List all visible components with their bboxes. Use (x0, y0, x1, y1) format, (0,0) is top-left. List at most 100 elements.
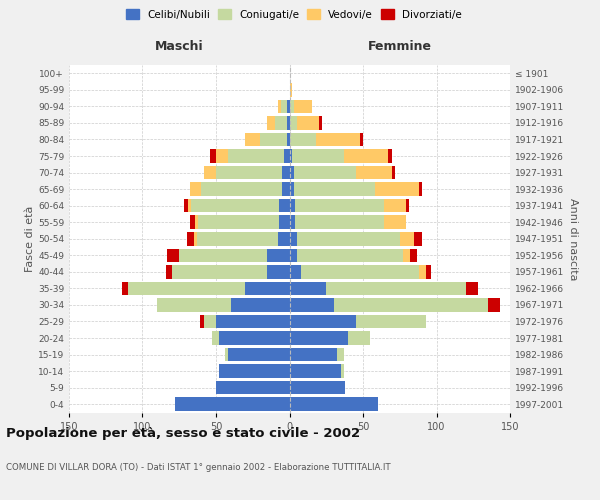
Bar (228, 149, 284, 163)
Bar (281, 100, 287, 113)
Bar (216, 149, 228, 163)
Bar (228, 348, 290, 362)
Bar (290, 348, 337, 362)
Bar (348, 332, 370, 345)
Bar (403, 248, 410, 262)
Bar (488, 298, 500, 312)
Y-axis label: Anni di nascita: Anni di nascita (568, 198, 578, 280)
Bar (279, 216, 290, 229)
Bar (197, 232, 278, 245)
Bar (245, 132, 260, 146)
Bar (216, 166, 282, 179)
Bar (191, 199, 279, 212)
Bar (290, 314, 356, 328)
Bar (287, 116, 290, 130)
Bar (290, 166, 294, 179)
Bar (190, 216, 196, 229)
Bar (419, 265, 426, 278)
Bar (260, 132, 287, 146)
Bar (426, 265, 431, 278)
Bar (294, 182, 375, 196)
Bar (375, 182, 419, 196)
Bar (290, 83, 292, 96)
Bar (245, 282, 290, 295)
Bar (341, 364, 344, 378)
Bar (219, 332, 290, 345)
Bar (295, 216, 383, 229)
Bar (290, 381, 346, 394)
Bar (282, 166, 290, 179)
Bar (190, 182, 202, 196)
Bar (294, 166, 356, 179)
Bar (225, 348, 228, 362)
Legend: Celibi/Nubili, Coniugati/e, Vedovi/e, Divorziati/e: Celibi/Nubili, Coniugati/e, Vedovi/e, Di… (122, 5, 466, 24)
Bar (287, 100, 290, 113)
Bar (290, 298, 334, 312)
Bar (175, 398, 290, 411)
Bar (204, 314, 216, 328)
Bar (400, 232, 415, 245)
Bar (216, 381, 290, 394)
Bar (290, 100, 294, 113)
Bar (204, 166, 216, 179)
Bar (172, 265, 268, 278)
Bar (383, 216, 406, 229)
Bar (356, 166, 392, 179)
Bar (344, 149, 388, 163)
Bar (337, 348, 344, 362)
Bar (290, 116, 297, 130)
Bar (290, 216, 295, 229)
Bar (319, 116, 322, 130)
Bar (188, 199, 191, 212)
Bar (297, 248, 403, 262)
Bar (290, 199, 295, 212)
Bar (360, 132, 363, 146)
Bar (199, 216, 279, 229)
Bar (157, 298, 230, 312)
Bar (212, 332, 219, 345)
Text: Popolazione per età, sesso e stato civile - 2002: Popolazione per età, sesso e stato civil… (6, 428, 360, 440)
Bar (210, 149, 216, 163)
Bar (187, 232, 194, 245)
Bar (383, 199, 406, 212)
Bar (356, 314, 426, 328)
Bar (282, 182, 290, 196)
Bar (184, 199, 188, 212)
Bar (316, 132, 360, 146)
Bar (388, 149, 392, 163)
Bar (278, 100, 281, 113)
Bar (410, 248, 418, 262)
Text: Maschi: Maschi (155, 40, 203, 54)
Text: Femmine: Femmine (368, 40, 432, 54)
Bar (295, 199, 383, 212)
Bar (196, 216, 199, 229)
Bar (290, 332, 348, 345)
Bar (326, 282, 466, 295)
Bar (290, 364, 341, 378)
Bar (290, 282, 326, 295)
Bar (290, 265, 301, 278)
Bar (334, 298, 488, 312)
Bar (122, 282, 128, 295)
Bar (290, 248, 297, 262)
Bar (419, 182, 422, 196)
Text: COMUNE DI VILLAR DORA (TO) - Dati ISTAT 1° gennaio 2002 - Elaborazione TUTTITALI: COMUNE DI VILLAR DORA (TO) - Dati ISTAT … (6, 462, 391, 471)
Bar (194, 232, 197, 245)
Bar (179, 248, 268, 262)
Bar (284, 149, 290, 163)
Bar (287, 132, 290, 146)
Bar (290, 149, 292, 163)
Bar (466, 282, 478, 295)
Bar (415, 232, 422, 245)
Bar (216, 314, 290, 328)
Bar (278, 232, 290, 245)
Bar (268, 116, 275, 130)
Bar (301, 265, 419, 278)
Bar (275, 116, 287, 130)
Bar (297, 116, 319, 130)
Bar (268, 265, 290, 278)
Bar (290, 398, 378, 411)
Bar (201, 182, 282, 196)
Bar (292, 149, 344, 163)
Bar (128, 282, 245, 295)
